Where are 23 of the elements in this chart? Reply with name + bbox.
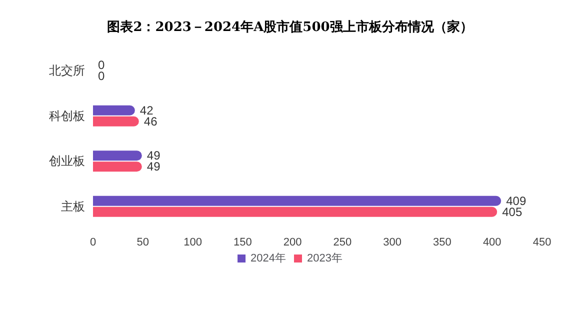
x-tick-label: 400 [482,236,502,248]
bar [93,196,502,206]
x-tick-label: 150 [233,236,252,248]
y-tick-label: 科创板 [49,108,85,123]
y-tick-label: 北交所 [49,64,85,78]
x-tick-label: 250 [333,236,352,248]
bar [93,105,135,116]
y-tick-label: 创业板 [49,154,85,168]
x-tick-label: 100 [184,236,202,248]
y-tick-label: 主板 [61,199,85,214]
chart-title: 图表2：2023－2024年A股市值500强上市板分布情况（家） [107,19,473,35]
bar [93,116,139,126]
x-tick-label: 50 [136,236,150,248]
x-tick-label: 200 [283,236,302,248]
x-tick-label: 300 [383,236,402,248]
x-tick-label: 450 [532,236,552,248]
legend-label: 2023年 [307,252,342,264]
legend-label: 2024年 [250,252,286,264]
x-tick-label: 0 [90,236,96,248]
x-tick-label: 350 [433,236,452,248]
bar [93,162,142,172]
bar [93,206,498,217]
bar [93,150,142,161]
